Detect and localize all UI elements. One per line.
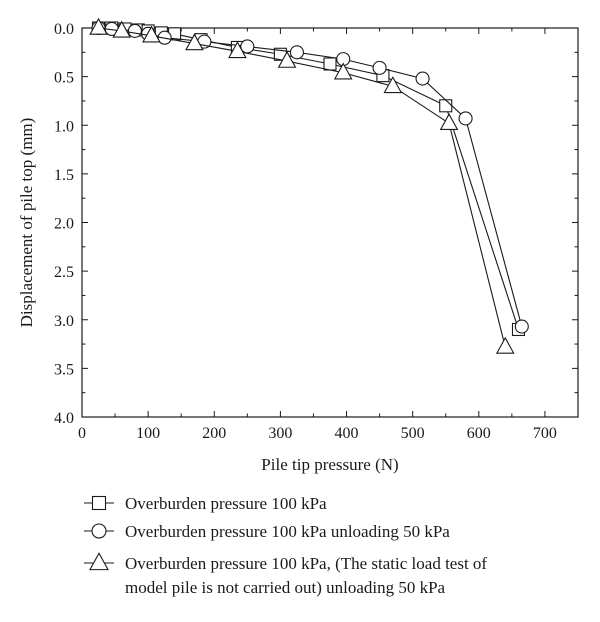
x-tick-label: 100: [136, 425, 160, 442]
x-tick-label: 500: [401, 425, 425, 442]
y-tick-label: 1.5: [54, 167, 74, 184]
data-point-triangle: [333, 62, 353, 80]
y-tick-label: 2.0: [54, 216, 74, 233]
y-axis-label: Displacement of pile top (mm): [17, 118, 36, 328]
data-point-triangle: [185, 33, 204, 51]
y-tick-label: 0.0: [54, 21, 74, 38]
series-line: [98, 27, 523, 327]
legend-label-line: model pile is not carried out) unloading…: [125, 578, 446, 597]
series-line: [98, 27, 520, 330]
y-tick-label: 0.5: [54, 70, 74, 87]
legend-entry: Overburden pressure 100 kPa unloading 50…: [84, 522, 450, 541]
legend-marker-circle: [91, 523, 107, 539]
legend-label: Overburden pressure 100 kPa: [125, 494, 327, 513]
x-tick-label: 0: [78, 425, 86, 442]
data-point-circle: [289, 45, 304, 60]
legend-entry: Overburden pressure 100 kPa, (The static…: [84, 552, 487, 597]
legend-marker-triangle: [89, 552, 109, 571]
legend-label-line: Overburden pressure 100 kPa unloading 50…: [125, 522, 450, 541]
legend-label: Overburden pressure 100 kPa, (The static…: [125, 554, 487, 597]
data-point-circle: [372, 60, 387, 75]
x-axis-label: Pile tip pressure (N): [261, 455, 398, 474]
data-point-triangle: [142, 25, 161, 43]
y-tick-label: 4.0: [54, 410, 74, 427]
data-point-triangle: [228, 41, 247, 59]
y-tick-label: 3.5: [54, 361, 74, 378]
data-point-circle: [514, 319, 529, 334]
series-circle: [91, 20, 529, 334]
legend-label-line: Overburden pressure 100 kPa: [125, 494, 327, 513]
y-tick-label: 3.0: [54, 313, 74, 330]
data-point-square: [439, 99, 453, 113]
plot-area: [81, 27, 579, 418]
data-point-circle: [458, 111, 473, 126]
x-tick-label: 400: [335, 425, 359, 442]
series-square: [91, 21, 526, 337]
data-point-triangle: [112, 20, 132, 38]
data-point-triangle: [383, 76, 403, 94]
series-group: [89, 17, 529, 354]
data-point-circle: [415, 71, 430, 86]
y-tick-label: 1.0: [54, 118, 74, 135]
x-tick-label: 700: [533, 425, 557, 442]
x-tick-label: 200: [202, 425, 226, 442]
legend: Overburden pressure 100 kPa Overburden pr…: [84, 494, 487, 597]
x-tick-label: 600: [467, 425, 491, 442]
data-point-circle: [127, 23, 142, 38]
data-point-triangle: [89, 17, 108, 35]
series-triangle: [89, 17, 515, 354]
plot-frame: [81, 27, 579, 418]
legend-label-line: Overburden pressure 100 kPa, (The static…: [125, 554, 487, 573]
legend-marker-square: [91, 495, 107, 511]
data-point-triangle: [495, 336, 515, 354]
data-point-triangle: [277, 50, 297, 68]
series-line: [98, 27, 506, 348]
legend-label: Overburden pressure 100 kPa unloading 50…: [125, 522, 450, 541]
data-point-square: [323, 57, 337, 71]
axes: 0 100 200 300 400 500 600 700 0.0 0.5 1.0 1.5 2.0 2.5…: [54, 21, 578, 442]
legend-entry: Overburden pressure 100 kPa: [84, 494, 327, 513]
x-tick-label: 300: [268, 425, 292, 442]
y-tick-label: 2.5: [54, 264, 74, 281]
data-point-triangle: [439, 113, 459, 131]
